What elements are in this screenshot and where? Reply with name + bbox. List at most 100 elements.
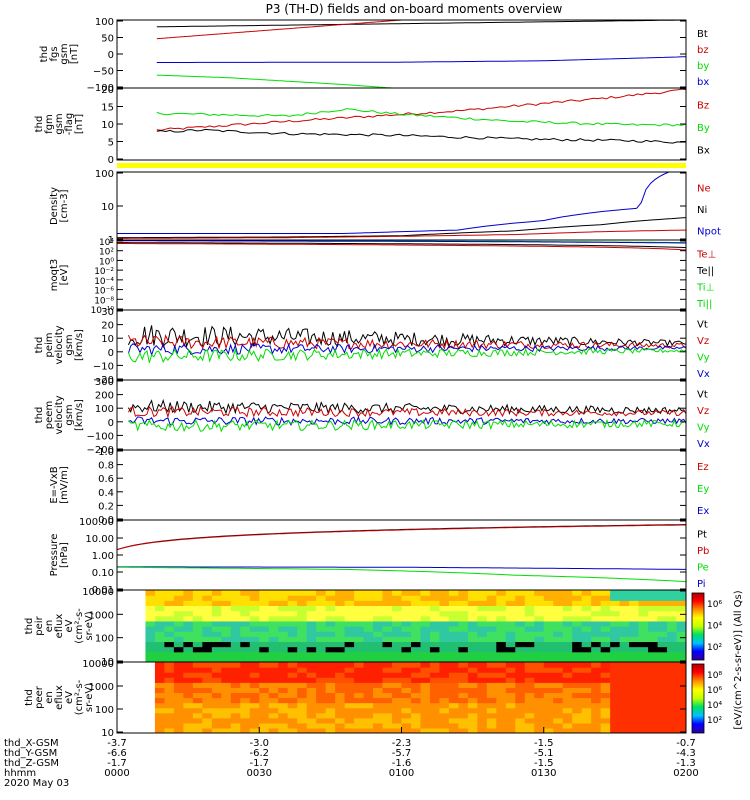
spectrogram-cell	[657, 631, 668, 637]
spectrogram-cell	[192, 605, 203, 612]
spectrogram-cell	[610, 717, 621, 724]
spectrogram-cell	[439, 626, 450, 632]
spectrogram-cell	[429, 672, 441, 678]
spectrogram-cell	[183, 620, 194, 627]
spectrogram-cell	[145, 590, 156, 596]
spectrogram-cell	[467, 656, 478, 662]
spectrogram-cell	[581, 672, 592, 678]
spectrogram-cell	[344, 605, 355, 612]
spectrogram-cell	[354, 707, 365, 714]
spectrogram-cell	[249, 667, 260, 673]
spectrogram-cell	[562, 687, 573, 694]
spectrogram-cell	[268, 605, 279, 612]
spectrogram-cell	[164, 615, 175, 622]
spectrogram-cell	[448, 712, 459, 719]
spectrogram-cell	[192, 641, 203, 648]
spectrogram-cell	[325, 636, 336, 643]
x-tick-label: -0.7	[676, 738, 696, 749]
spectrogram-cell	[553, 722, 564, 729]
spectrogram-cell	[325, 595, 336, 601]
spectrogram-cell	[496, 636, 507, 643]
spectrogram-cell	[354, 631, 365, 637]
spectrogram-cell	[667, 631, 678, 637]
legend-Vx: Vx	[697, 439, 710, 450]
spectrogram-cell	[230, 722, 241, 729]
spectrogram-cell	[401, 600, 412, 607]
spectrogram-cell	[420, 662, 431, 668]
spectrogram-cell	[562, 651, 573, 658]
colorbar-tick: 10⁶	[707, 686, 722, 696]
spectrogram-cell	[287, 687, 298, 694]
spectrogram-cell	[676, 672, 686, 678]
spectrogram-cell	[164, 712, 175, 719]
spectrogram-cell	[496, 707, 507, 714]
spectrogram-cell	[164, 605, 175, 612]
spectrogram-cell	[297, 722, 308, 729]
spectrogram-cell	[648, 707, 659, 714]
spectrogram-cell	[515, 722, 526, 729]
spectrogram-cell	[344, 687, 355, 694]
spectrogram-cell	[344, 727, 355, 733]
spectrogram-cell	[240, 692, 251, 699]
spectrogram-cell	[524, 712, 535, 719]
spectrogram-cell	[572, 600, 583, 607]
spectrogram-cell	[600, 636, 611, 643]
spectrogram-cell	[240, 646, 251, 653]
spectrogram-cell	[676, 620, 686, 627]
series-Ni	[117, 217, 686, 239]
spectrogram-cell	[534, 636, 545, 643]
spectrogram-cell	[183, 646, 194, 653]
spectrogram-cell	[344, 682, 355, 688]
spectrogram-cell	[230, 717, 241, 724]
spectrogram-cell	[240, 662, 251, 668]
spectrogram-cell	[638, 712, 649, 719]
spectrogram-cell	[145, 595, 156, 601]
spectrogram-cell	[410, 610, 422, 617]
spectrogram-cell	[638, 692, 649, 699]
spectrogram-cell	[496, 712, 507, 719]
spectrogram-cell	[638, 590, 649, 596]
spectrogram-cell	[553, 656, 564, 662]
spectrogram-cell	[373, 651, 384, 658]
spectrogram-cell	[505, 727, 516, 733]
spectrogram-cell	[496, 641, 507, 648]
spectrogram-cell	[515, 610, 526, 617]
spectrogram-cell	[619, 702, 630, 709]
spectrogram-cell	[325, 717, 336, 724]
spectrogram-cell	[344, 656, 355, 662]
spectrogram-cell	[392, 662, 403, 668]
spectrogram-cell	[600, 626, 611, 632]
y-tick-label: 10000	[82, 659, 114, 670]
y-tick-label: 0.01	[92, 585, 114, 596]
spectrogram-cell	[202, 610, 213, 617]
spectrogram-cell	[173, 727, 184, 733]
spectrogram-cell	[667, 727, 678, 733]
spectrogram-cell	[392, 651, 403, 658]
y-tick-label: 50	[101, 34, 114, 45]
spectrogram-cell	[145, 615, 156, 622]
spectrogram-cell	[619, 717, 630, 724]
spectrogram-cell	[543, 605, 554, 612]
spectrogram-cell	[581, 692, 592, 699]
spectrogram-cell	[230, 631, 241, 637]
spectrogram-cell	[373, 610, 384, 617]
spectrogram-cell	[154, 651, 166, 658]
spectrogram-cell	[287, 667, 298, 673]
spectrogram-cell	[439, 631, 450, 637]
spectrogram-cell	[657, 712, 668, 719]
spectrogram-cell	[268, 662, 279, 668]
spectrogram-cell	[420, 600, 431, 607]
spectrogram-cell	[202, 707, 213, 714]
spectrogram-cell	[287, 595, 298, 601]
y-tick-label: 10.00	[85, 534, 114, 545]
spectrogram-cell	[240, 626, 251, 632]
spectrogram-cell	[619, 722, 630, 729]
spectrogram-cell	[202, 717, 213, 724]
spectrogram-cell	[325, 702, 336, 709]
spectrogram-cell	[543, 620, 554, 627]
spectrogram-cell	[667, 667, 678, 673]
spectrogram-cell	[553, 636, 564, 643]
spectrogram-cell	[183, 667, 194, 673]
spectrogram-cell	[221, 717, 232, 724]
